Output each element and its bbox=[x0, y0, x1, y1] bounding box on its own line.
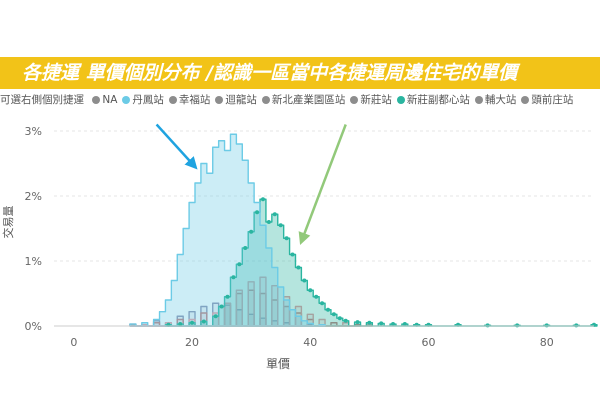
series-point bbox=[272, 212, 277, 217]
series-point bbox=[231, 275, 236, 280]
legend-item[interactable]: 丹鳳站 bbox=[122, 92, 164, 107]
chart-title: 各捷運 單價個別分布 /認識一區當中各捷運周邊住宅的單價 bbox=[22, 62, 518, 84]
legend-item[interactable]: 新北產業園區站 bbox=[261, 92, 346, 107]
legend-dot-icon bbox=[396, 96, 405, 104]
legend-dot-icon bbox=[350, 96, 359, 104]
series-2-area bbox=[141, 276, 374, 327]
legend-dot-icon bbox=[521, 96, 530, 104]
legend-item[interactable]: 新莊副都心站 bbox=[396, 92, 470, 107]
series-point bbox=[243, 246, 248, 250]
x-tick-label: 0 bbox=[70, 336, 77, 349]
legend-item[interactable]: 輔大站 bbox=[474, 92, 517, 107]
legend-dot-icon bbox=[122, 96, 131, 104]
y-tick-label: 1% bbox=[25, 255, 42, 268]
x-tick-label: 60 bbox=[421, 336, 435, 349]
series-point bbox=[367, 320, 372, 325]
legend-item-label: 迴龍站 bbox=[225, 94, 257, 106]
y-tick-label: 2% bbox=[25, 190, 42, 203]
series-point bbox=[284, 236, 289, 241]
series-point bbox=[544, 323, 549, 328]
legend-item[interactable]: 幸福站 bbox=[168, 92, 211, 107]
legend-item-label: 丹鳳站 bbox=[132, 94, 164, 106]
series-point bbox=[379, 321, 384, 326]
series-point bbox=[219, 304, 224, 309]
legend-item[interactable]: 新莊站 bbox=[350, 92, 392, 107]
series-point bbox=[290, 252, 295, 257]
legend-item[interactable]: 頭前庄站 bbox=[521, 92, 573, 107]
series-point bbox=[515, 323, 520, 328]
series-point bbox=[225, 294, 230, 299]
series-point bbox=[278, 223, 283, 228]
legend-item-label: 幸福站 bbox=[178, 94, 211, 106]
legend-label: 可選右側個別捷運 bbox=[0, 94, 84, 106]
legend-item-label: 新莊副都心站 bbox=[406, 94, 470, 106]
annotation-arrow bbox=[155, 123, 198, 170]
series-point bbox=[485, 323, 490, 328]
legend-dot-icon bbox=[92, 96, 101, 104]
x-axis-title: 單價 bbox=[266, 357, 290, 371]
legend-item[interactable]: 迴龍站 bbox=[215, 92, 257, 107]
series-point bbox=[302, 278, 307, 283]
legend-item-label: 頭前庄站 bbox=[531, 94, 574, 106]
y-tick-label: 0% bbox=[25, 320, 42, 333]
series-point bbox=[391, 322, 396, 327]
series-point bbox=[260, 197, 265, 202]
legend: 可選右側個別捷運 NA 丹鳳站 幸福站 迴龍站 新北產業園區站 新莊站 新莊副都心站 輔大站 頭… bbox=[0, 92, 600, 110]
series-point bbox=[237, 262, 242, 267]
y-tick-label: 3% bbox=[25, 125, 42, 138]
y-axis-title: 交易量 bbox=[1, 206, 15, 239]
series-point bbox=[343, 318, 348, 323]
legend-dot-icon bbox=[261, 96, 270, 104]
series-point bbox=[266, 220, 271, 224]
legend-dot-icon bbox=[168, 96, 177, 104]
legend-item-label: NA bbox=[102, 94, 118, 106]
x-tick-label: 40 bbox=[303, 336, 317, 349]
series-point bbox=[308, 288, 313, 293]
legend-dot-icon bbox=[474, 96, 483, 104]
series-point bbox=[337, 316, 342, 321]
series-point bbox=[296, 265, 301, 270]
legend-item-label: 新北產業園區站 bbox=[271, 94, 346, 106]
series-point bbox=[402, 322, 407, 327]
series-point bbox=[326, 307, 330, 312]
legend-item-label: 輔大站 bbox=[484, 94, 517, 106]
series-0-area bbox=[129, 133, 326, 327]
title-banner: 各捷運 單價個別分布 /認識一區當中各捷運周邊住宅的單價 bbox=[0, 57, 600, 89]
series-point bbox=[190, 320, 195, 325]
annotation-arrow bbox=[298, 124, 347, 246]
series-point bbox=[213, 314, 218, 319]
histogram-chart: 0% 1% 2% 3% 0 20 40 60 80 單價 交易量 bbox=[1, 123, 598, 371]
series-point bbox=[255, 210, 260, 215]
series-point bbox=[249, 229, 254, 234]
series-point bbox=[314, 294, 319, 299]
series-point bbox=[331, 312, 336, 317]
series-point bbox=[201, 319, 206, 324]
legend-item[interactable]: NA bbox=[92, 94, 117, 106]
series-point bbox=[574, 323, 579, 328]
legend-dot-icon bbox=[215, 96, 224, 104]
series-point bbox=[178, 322, 183, 327]
series-point bbox=[320, 301, 325, 306]
series-point bbox=[355, 320, 360, 325]
x-tick-label: 20 bbox=[185, 336, 199, 349]
legend-item-label: 新莊站 bbox=[360, 94, 392, 106]
x-tick-label: 80 bbox=[540, 336, 554, 349]
